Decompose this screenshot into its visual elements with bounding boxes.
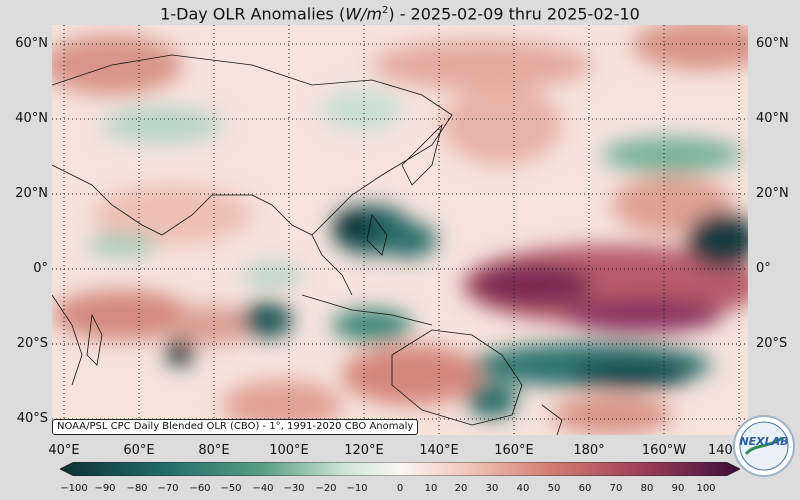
colorbar-tick: −30 [283, 483, 305, 494]
lon-tick: 180° [573, 443, 605, 458]
lat-tick-left: 0° [33, 261, 48, 276]
colorbar-tick: 90 [671, 483, 685, 494]
lon-tick: 160°W [641, 443, 687, 458]
title-suffix: ) - 2025-02-09 thru 2025-02-10 [388, 4, 640, 24]
colorbar-tick: 10 [424, 483, 438, 494]
title-prefix: 1-Day OLR Anomalies ( [160, 4, 346, 24]
data-source-attribution: NOAA/PSL CPC Daily Blended OLR (CBO) - 1… [52, 419, 419, 435]
lat-tick-left: 60°N [15, 36, 48, 51]
lon-tick: 40°E [48, 443, 80, 458]
lon-tick: 100°E [269, 443, 309, 458]
lat-tick-right: 60°N [756, 36, 789, 51]
logo-text: NEXLAB [739, 435, 788, 448]
colorbar-tick: 30 [485, 483, 499, 494]
colorbar-tick: 80 [640, 483, 654, 494]
lat-tick-left: 20°N [15, 186, 48, 201]
colorbar-tick: −50 [220, 483, 242, 494]
lon-tick: 160°E [494, 443, 534, 458]
lon-tick: 140°E [419, 443, 459, 458]
lon-tick: 60°E [123, 443, 155, 458]
colorbar-tick: −20 [315, 483, 337, 494]
lat-tick-left: 40°N [15, 111, 48, 126]
title-unit: W/m [345, 4, 382, 24]
colorbar-tick: 40 [516, 483, 530, 494]
colorbar-tick: 50 [547, 483, 561, 494]
chart-title: 1-Day OLR Anomalies (W/m2) - 2025-02-09 … [0, 0, 800, 24]
colorbar-tick: 60 [578, 483, 592, 494]
colorbar-tick: −100 [60, 483, 88, 494]
lat-tick-right: 20°S [756, 336, 788, 351]
nexlab-logo: NEXLAB [733, 415, 795, 477]
colorbar-tick: −40 [252, 483, 274, 494]
colorbar-gradient [60, 462, 740, 476]
colorbar-tick: 0 [396, 483, 404, 494]
colorbar-tick: 100 [696, 483, 716, 494]
colorbar-tick: −80 [126, 483, 148, 494]
lon-tick: 140 [708, 443, 733, 458]
colorbar-tick: −10 [346, 483, 368, 494]
olr-anomaly-map [52, 25, 748, 435]
graticule [52, 25, 748, 435]
lat-tick-left: 40°S [16, 411, 48, 426]
coastlines [52, 54, 563, 435]
colorbar [60, 462, 740, 476]
colorbar-tick: −90 [94, 483, 116, 494]
colorbar-tick: 20 [454, 483, 468, 494]
title-unit-exponent: 2 [381, 5, 389, 16]
colorbar-tick: 70 [609, 483, 623, 494]
lat-tick-right: 40°N [756, 111, 789, 126]
lon-tick: 80°E [198, 443, 230, 458]
colorbar-tick: −60 [189, 483, 211, 494]
anomaly-field [52, 25, 748, 435]
lon-tick: 120°E [344, 443, 384, 458]
map-canvas [52, 25, 748, 435]
lat-tick-left: 20°S [16, 336, 48, 351]
lat-tick-right: 20°N [756, 186, 789, 201]
lat-tick-right: 0° [756, 261, 771, 276]
colorbar-tick: −70 [157, 483, 179, 494]
